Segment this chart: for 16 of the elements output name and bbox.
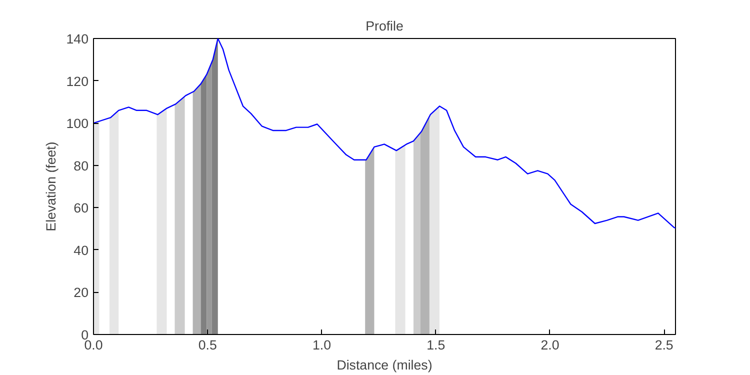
y-tick-label: 80: [74, 158, 89, 174]
x-axis-title: Distance (miles): [336, 358, 432, 372]
x-tick-label: 2.0: [540, 338, 560, 352]
y-tick-label: 20: [74, 285, 89, 300]
line-series: [94, 38, 676, 229]
y-tick-label: 140: [66, 32, 89, 46]
y-tick-label: 100: [66, 116, 89, 132]
y-axis-title: Elevation (feet): [43, 142, 58, 232]
x-tick-label: 2.5: [654, 338, 674, 352]
chart-title: Profile: [366, 18, 404, 34]
x-tick-label: 0.5: [198, 338, 217, 352]
y-tick-label: 40: [74, 242, 89, 258]
y-tick-label: 60: [74, 200, 89, 216]
y-tick-label: 120: [66, 74, 89, 89]
x-tick-label: 1.0: [312, 338, 332, 352]
x-tick-label: 1.5: [426, 338, 446, 352]
